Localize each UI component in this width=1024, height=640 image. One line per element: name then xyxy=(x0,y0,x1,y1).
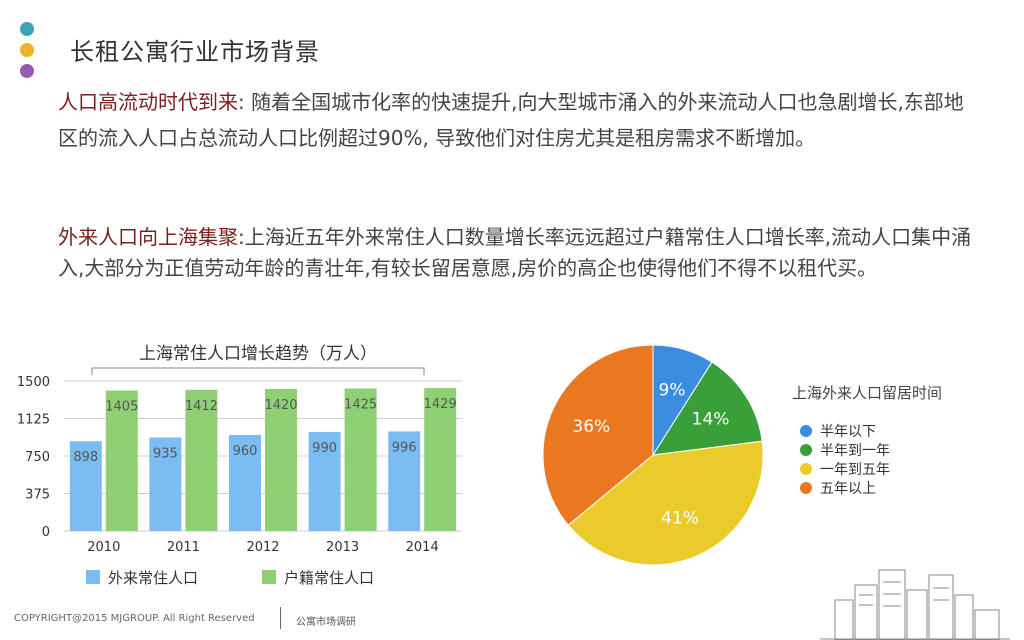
legend-label: 外来常住人口 xyxy=(108,569,198,587)
footer-copyright: COPYRIGHT@2015 MJGROUP. All Right Reserv… xyxy=(14,613,255,624)
yellow-dot-icon xyxy=(20,43,34,57)
legend-dot-icon xyxy=(800,425,812,437)
y-tick-label: 1500 xyxy=(17,375,50,390)
purple-dot-icon xyxy=(20,64,34,78)
bar-value-label: 1429 xyxy=(424,397,457,412)
title-bracket xyxy=(91,367,425,375)
bar-value-label: 1412 xyxy=(185,399,218,414)
x-tick-label: 2014 xyxy=(406,540,439,555)
legend-swatch xyxy=(86,570,100,584)
bar-2013-1 xyxy=(344,388,377,531)
bar-value-label: 1420 xyxy=(264,398,297,413)
pie-slice-2 xyxy=(567,440,764,566)
x-tick-label: 2011 xyxy=(167,540,200,555)
legend-dot-icon xyxy=(800,482,812,494)
bar-2012-1 xyxy=(265,389,297,531)
bar-2010-1 xyxy=(105,390,138,531)
p2-highlight: 外来人口向上海集聚 xyxy=(58,225,238,249)
legend-label: 五年以上 xyxy=(820,481,876,497)
bar-2013-0 xyxy=(308,432,341,531)
bar-value-label: 990 xyxy=(312,441,337,456)
bar-2014-0 xyxy=(388,431,421,531)
pie-value-label: 14% xyxy=(692,409,730,429)
y-tick-label: 375 xyxy=(25,488,50,503)
y-tick-label: 750 xyxy=(25,450,50,465)
pie-value-label: 41% xyxy=(661,509,699,529)
city-skyline-icon xyxy=(820,569,1010,640)
legend-swatch xyxy=(262,570,276,584)
legend-label: 半年到一年 xyxy=(820,443,890,459)
bar-value-label: 1405 xyxy=(105,400,138,415)
y-tick-label: 0 xyxy=(42,525,50,540)
teal-dot-icon xyxy=(20,22,34,36)
x-tick-label: 2010 xyxy=(87,540,120,555)
pie-slice-3 xyxy=(542,344,654,526)
legend-label: 半年以下 xyxy=(820,424,876,440)
legend-label: 一年到五年 xyxy=(820,462,890,478)
pie-slice-1 xyxy=(652,361,763,456)
bar-value-label: 1425 xyxy=(344,398,377,413)
bar-2011-1 xyxy=(185,389,218,531)
bar-2010-0 xyxy=(69,441,102,531)
bar-chart-title: 上海常住人口增长趋势（万人） xyxy=(139,344,377,364)
paragraph-shanghai-gathering: 外来人口向上海集聚:上海近五年外来常住人口数量增长率远远超过户籍常住人口增长率,… xyxy=(58,222,978,284)
bar-value-label: 960 xyxy=(233,444,258,459)
bar-2014-1 xyxy=(424,388,457,531)
p1-highlight: 人口高流动时代到来 xyxy=(58,90,238,114)
pie-chart: 9% 14% 41% 36% 上海外来人口留居时间 半年以下半年到一年一年到五年五年以… xyxy=(542,344,942,566)
bar-chart: 上海常住人口增长趋势（万人） 0 375 750 1125 1500 898 1405 20… xyxy=(17,344,462,587)
footer-divider xyxy=(280,607,281,629)
pie-value-label: 36% xyxy=(572,417,610,437)
p1-text: : 随着全国城市化率的快速提升,向大型城市涌入的外来流动人口也急剧增长,东部地区… xyxy=(58,90,964,150)
footer-section: 公寓市场调研 xyxy=(296,617,356,628)
y-tick-label: 1125 xyxy=(17,413,50,428)
p2-text: :上海近五年外来常住人口数量增长率远远超过户籍常住人口增长率,流动人口集中涌入,… xyxy=(58,225,972,280)
legend-dot-icon xyxy=(800,444,812,456)
bar-value-label: 898 xyxy=(73,450,98,465)
x-tick-label: 2013 xyxy=(326,540,359,555)
bar-2012-0 xyxy=(229,435,261,531)
pie-value-label: 9% xyxy=(659,381,686,401)
x-tick-label: 2012 xyxy=(246,540,279,555)
legend-dot-icon xyxy=(800,463,812,475)
decorative-dots xyxy=(20,22,34,85)
pie-chart-title: 上海外来人口留居时间 xyxy=(792,384,942,402)
legend-label: 户籍常住人口 xyxy=(284,569,374,587)
bar-2011-0 xyxy=(149,437,182,531)
page-title: 长租公寓行业市场背景 xyxy=(70,38,320,66)
paragraph-population-mobility: 人口高流动时代到来: 随着全国城市化率的快速提升,向大型城市涌入的外来流动人口也… xyxy=(58,84,978,156)
bar-value-label: 996 xyxy=(392,440,417,455)
bar-value-label: 935 xyxy=(153,447,178,462)
